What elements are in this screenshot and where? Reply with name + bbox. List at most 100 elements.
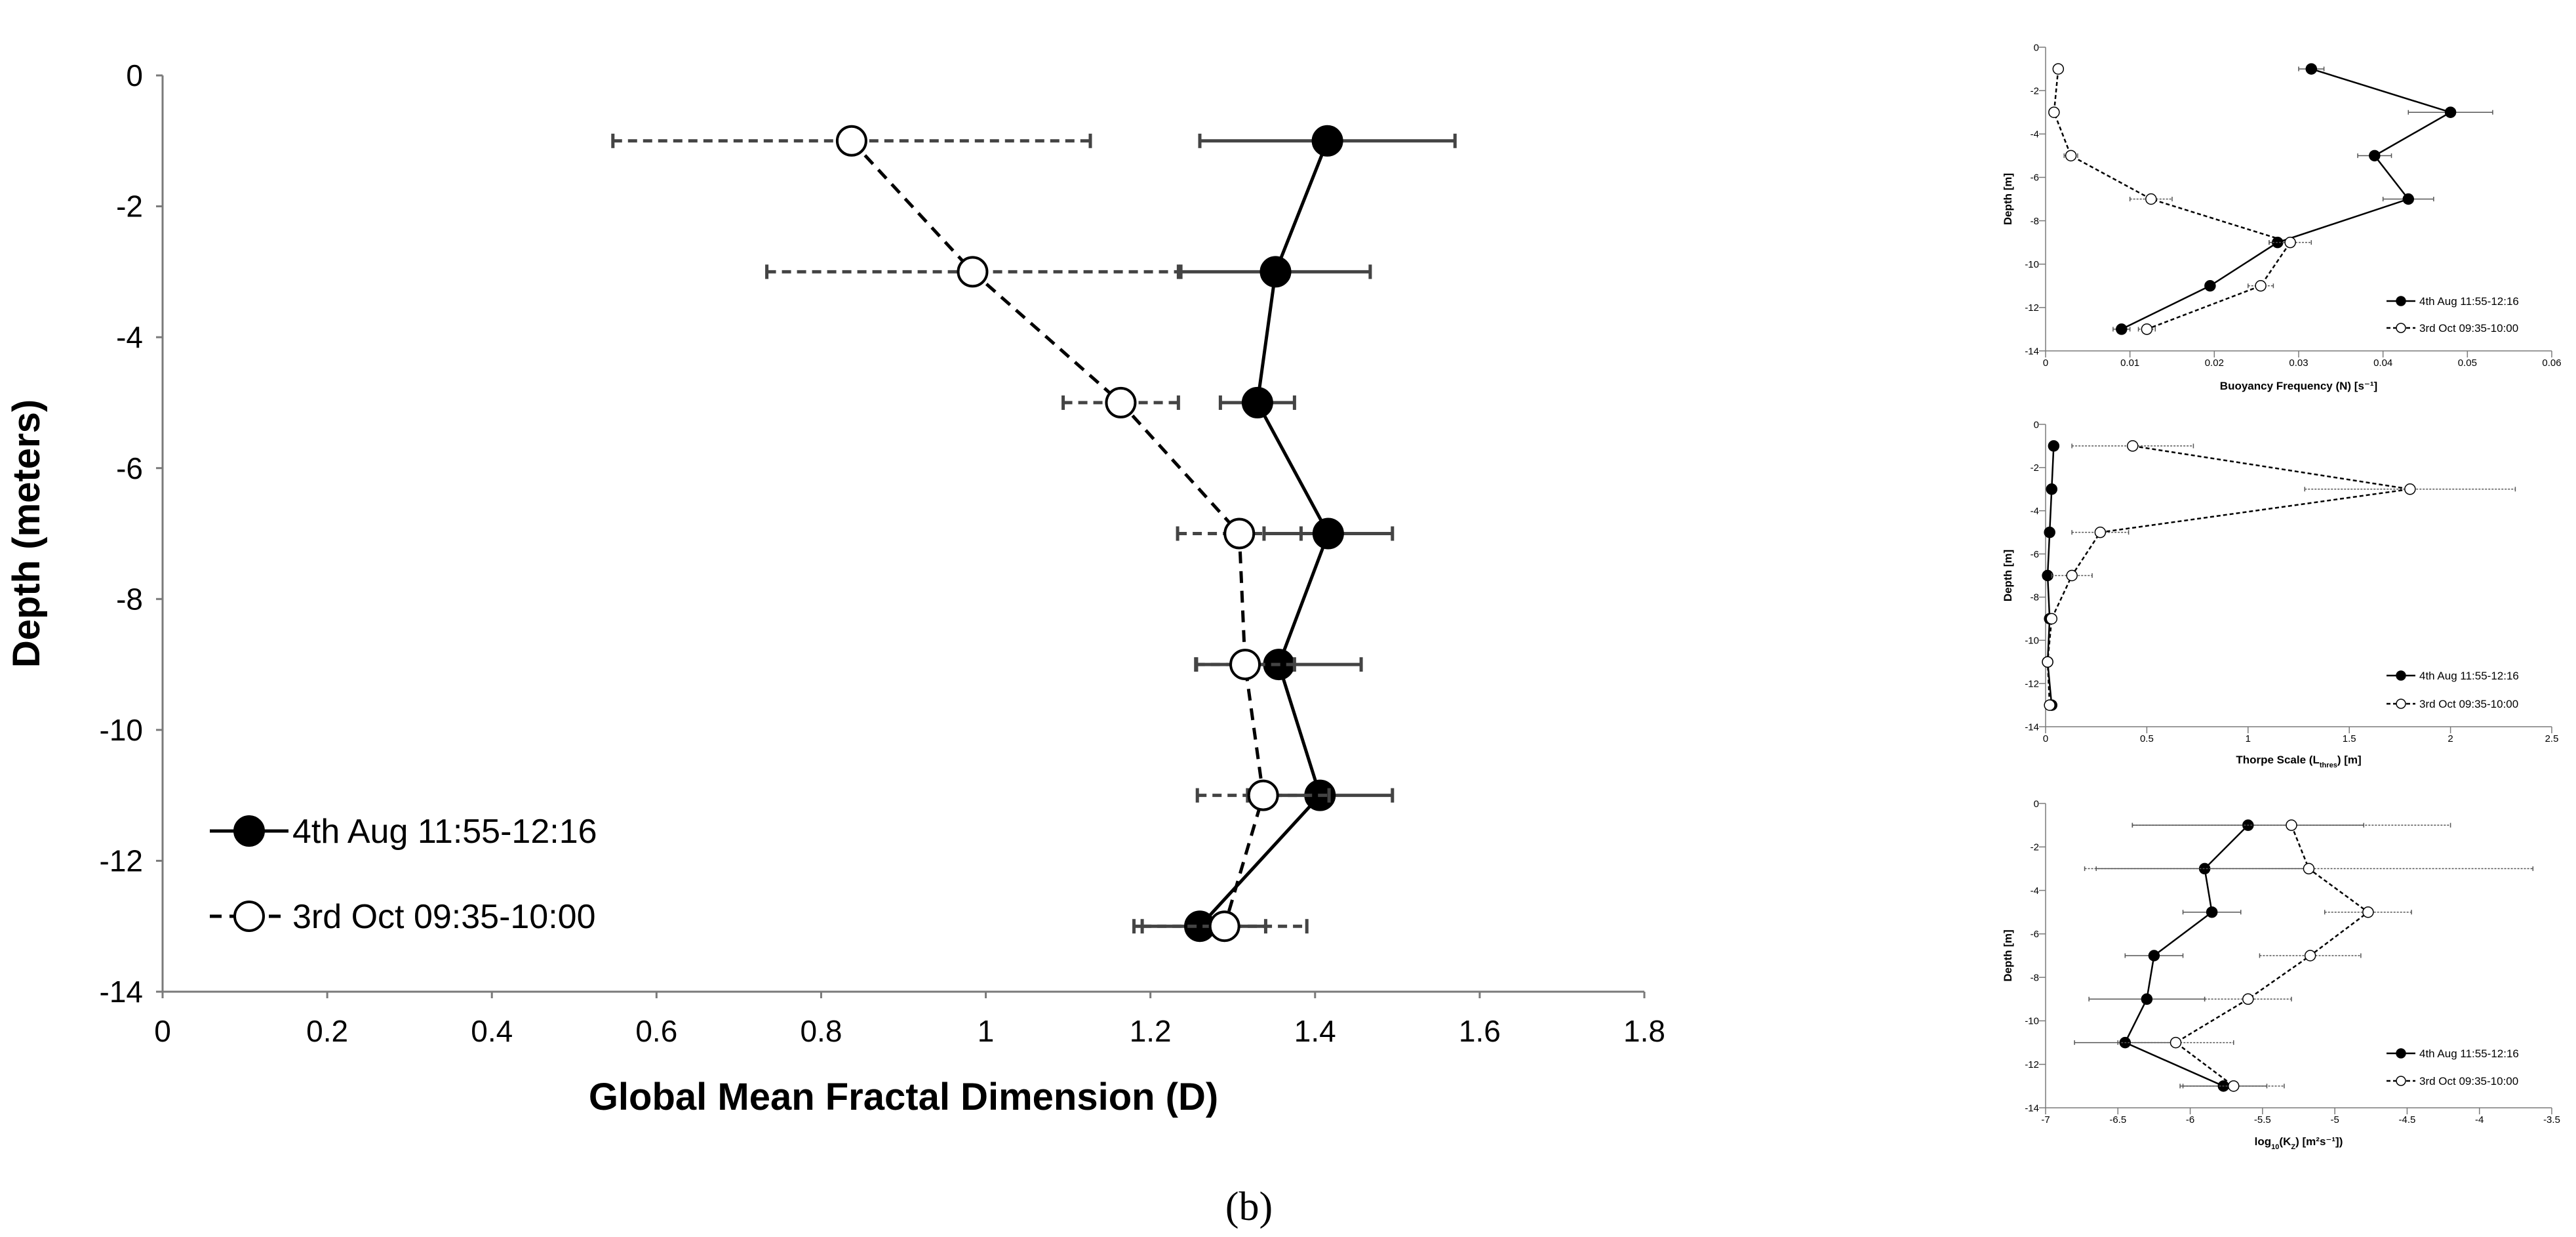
- legend-label: 3rd Oct 09:35-10:00: [2419, 1075, 2518, 1087]
- y-tick-label: 0: [126, 58, 143, 92]
- x-tick-label: 0.05: [2458, 357, 2477, 369]
- y-tick-label: -2: [2031, 462, 2039, 474]
- y-tick-label: -6: [2031, 549, 2039, 560]
- x-tick-label: 1: [978, 1014, 995, 1048]
- legend-marker: [233, 901, 265, 932]
- data-point: [2227, 1080, 2240, 1092]
- y-axis-label: Depth (meters): [5, 399, 48, 668]
- y-tick-label: -2: [2031, 85, 2039, 96]
- x-tick-label: -4.5: [2398, 1114, 2415, 1125]
- x-tick-label: -4: [2475, 1114, 2484, 1125]
- x-tick-label: 0.03: [2289, 357, 2308, 369]
- x-tick-label: -6.5: [2109, 1114, 2126, 1125]
- legend-label: 3rd Oct 09:35-10:00: [2419, 698, 2518, 710]
- x-axis-label: Buoyancy Frequency (N) [s⁻¹]: [2220, 380, 2377, 392]
- data-point: [835, 125, 867, 157]
- x-axis-label: log10(KZ) [m²s⁻¹]): [2255, 1135, 2343, 1151]
- data-point: [2362, 906, 2374, 918]
- x-tick-label: 0.8: [800, 1014, 842, 1048]
- data-point: [1311, 125, 1343, 157]
- data-point: [1208, 910, 1240, 943]
- data-point: [1259, 256, 1292, 288]
- data-point: [2286, 819, 2297, 831]
- y-tick-label: -10: [2025, 1016, 2039, 1027]
- legend-label: 4th Aug 11:55-12:16: [2419, 670, 2519, 682]
- y-tick-label: -12: [2025, 302, 2039, 314]
- data-point: [2048, 106, 2060, 118]
- x-tick-label: -6: [2186, 1114, 2194, 1125]
- x-tick-label: 0.02: [2205, 357, 2224, 369]
- y-tick-label: -8: [2031, 972, 2039, 983]
- x-tick-label: -5: [2330, 1114, 2339, 1125]
- data-point: [2141, 323, 2153, 335]
- figure-caption: (b): [1225, 1185, 1273, 1229]
- diffusivity-chart: 0 -2 -4 -6 -8 -10 -12 -14-7 -6.5 -6 -5.5 -5 -4.5 -4 -3…: [2002, 798, 2560, 1151]
- y-tick-label: -2: [2031, 842, 2039, 853]
- data-point: [957, 256, 989, 288]
- x-tick-label: 0.4: [471, 1014, 513, 1048]
- y-tick-label: -8: [2031, 592, 2039, 603]
- x-tick-label: 1.4: [1294, 1014, 1336, 1048]
- y-tick-label: -10: [100, 713, 143, 747]
- y-tick-label: -10: [2025, 636, 2039, 647]
- y-tick-label: -14: [2025, 1103, 2039, 1114]
- series-oct: [611, 125, 1331, 943]
- x-tick-label: 1.8: [1623, 1014, 1665, 1048]
- data-point: [1247, 779, 1279, 811]
- data-point: [2206, 906, 2218, 918]
- data-point: [2255, 280, 2267, 292]
- x-tick-label: 0.04: [2373, 357, 2392, 369]
- y-tick-label: -4: [2031, 506, 2039, 517]
- y-axis-label: Depth [m]: [2002, 929, 2014, 981]
- y-tick-label: -10: [2025, 259, 2039, 270]
- legend-label: 4th Aug 11:55-12:16: [2419, 1047, 2519, 1060]
- data-point: [2116, 323, 2128, 335]
- x-tick-label: 0: [2043, 357, 2048, 369]
- legend-marker: [2396, 670, 2406, 681]
- data-point: [2303, 862, 2315, 875]
- x-tick-label: -7: [2041, 1114, 2050, 1125]
- x-tick-label: -3.5: [2543, 1114, 2560, 1125]
- data-point: [2127, 440, 2139, 452]
- legend-marker: [2396, 1076, 2406, 1086]
- data-point: [2402, 193, 2415, 205]
- y-tick-label: -4: [116, 320, 143, 354]
- thorpe-scale-chart: 0 -2 -4 -6 -8 -10 -12 -14 0 0.5 1 1.5 2 2.5 Thorpe Sca…: [2002, 419, 2558, 769]
- y-tick-label: -8: [2031, 216, 2039, 227]
- legend-marker: [2396, 1048, 2406, 1059]
- x-tick-label: 0.6: [635, 1014, 677, 1048]
- data-point: [2044, 526, 2055, 538]
- y-tick-label: -14: [100, 975, 143, 1009]
- data-point: [1312, 517, 1344, 550]
- legend-marker: [2396, 296, 2406, 306]
- x-tick-label: 2.5: [2545, 733, 2559, 744]
- data-point: [2170, 1036, 2182, 1049]
- y-tick-label: -12: [2025, 1059, 2039, 1070]
- data-point: [2204, 280, 2216, 292]
- y-tick-label: -6: [116, 451, 143, 485]
- y-tick-label: -14: [2025, 721, 2039, 733]
- legend-marker: [2396, 699, 2406, 709]
- y-tick-label: -6: [2031, 929, 2039, 940]
- x-tick-label: 1.6: [1459, 1014, 1501, 1048]
- x-tick-label: 0: [154, 1014, 171, 1048]
- x-axis-label: Global Mean Fractal Dimension (D): [589, 1076, 1218, 1118]
- y-tick-label: 0: [2034, 798, 2039, 809]
- y-tick-label: 0: [2034, 419, 2039, 430]
- x-tick-label: 0.01: [2120, 357, 2139, 369]
- data-point: [2044, 699, 2055, 711]
- data-point: [2066, 569, 2078, 582]
- legend-label: 4th Aug 11:55-12:16: [2419, 295, 2519, 308]
- x-tick-label: 1.5: [2343, 733, 2356, 744]
- series-oct: [2084, 819, 2534, 1092]
- y-tick-label: -4: [2031, 885, 2039, 897]
- y-tick-label: -2: [116, 190, 143, 224]
- y-tick-label: 0: [2034, 42, 2039, 53]
- y-tick-label: -4: [2031, 129, 2039, 140]
- data-point: [2065, 150, 2077, 162]
- data-point: [2305, 63, 2318, 75]
- data-point: [2148, 950, 2160, 962]
- legend-label: 3rd Oct 09:35-10:00: [2419, 322, 2518, 335]
- y-axis-label: Depth [m]: [2002, 550, 2014, 601]
